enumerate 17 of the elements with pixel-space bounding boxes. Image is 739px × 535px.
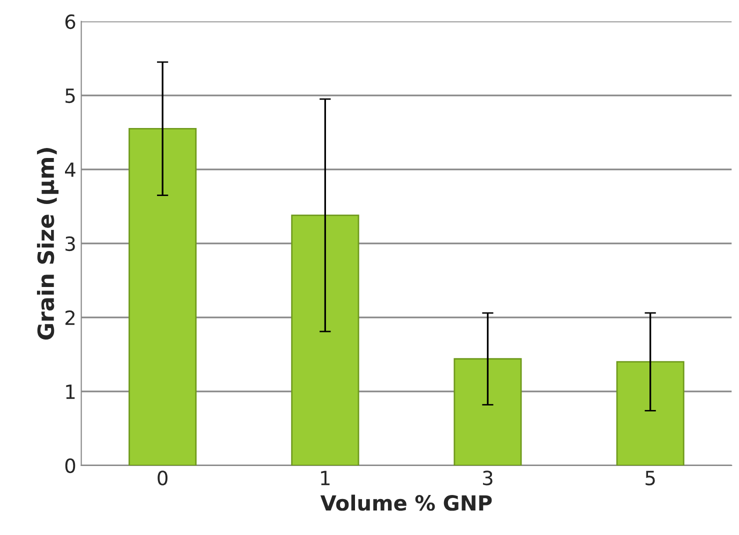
bar <box>616 361 684 466</box>
x-tick-label: 0 <box>158 470 168 486</box>
x-tick-label: 5 <box>646 470 655 486</box>
bar <box>128 128 197 466</box>
y-tick-label: 1 <box>66 384 75 399</box>
y-axis-title: Grain Size (µm) <box>36 148 58 340</box>
y-tick-label: 6 <box>65 14 76 30</box>
y-tick-label: 4 <box>65 162 76 177</box>
y-tick-label: 0 <box>65 458 76 474</box>
y-tick-label: 3 <box>66 236 75 252</box>
bar <box>291 214 360 466</box>
y-tick-label: 5 <box>66 88 75 104</box>
x-tick-label: 1 <box>321 470 330 486</box>
x-tick-label: 3 <box>483 470 492 486</box>
bar <box>454 358 522 466</box>
x-axis-title: Volume % GNP <box>320 494 492 511</box>
y-tick-label: 2 <box>65 310 74 325</box>
